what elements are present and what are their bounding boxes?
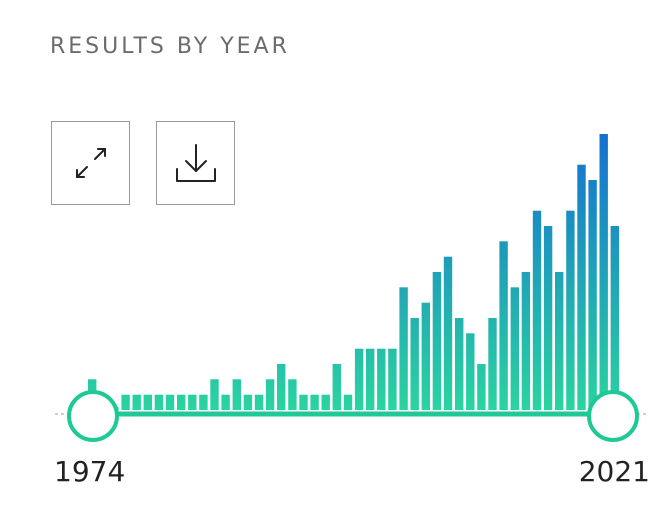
histogram-bar-2005 [432,272,442,410]
expand-icon [75,148,106,178]
histogram-bar-1996 [332,364,341,410]
download-icon [175,144,216,182]
histogram-bar-2020 [599,134,608,410]
histogram-bar-1989 [254,394,264,410]
download-button[interactable] [156,121,235,205]
histogram-bar-1985 [210,379,219,410]
expand-button[interactable] [51,121,130,205]
histogram-bar-1998 [354,348,364,410]
histogram-bar-2012 [510,287,519,410]
histogram-bar-1994 [310,394,319,410]
histogram-bar-2009 [477,364,486,410]
histogram-bar-1987 [232,379,241,410]
histogram-bar-2010 [488,318,497,410]
histogram-bar-2008 [466,333,475,410]
histogram-bar-1991 [277,364,286,410]
histogram-bar-1977 [121,394,130,410]
histogram-bar-1984 [199,394,208,410]
histogram-bar-2021 [610,226,619,410]
histogram-bar-2014 [532,210,542,410]
histogram-bar-1995 [321,394,330,410]
histogram-bar-2019 [588,180,597,410]
histogram-bar-2017 [566,210,575,410]
range-end-handle[interactable] [587,390,639,442]
page-title: RESULTS BY YEAR [50,34,290,59]
histogram-bar-1979 [143,394,152,410]
histogram-bar-1978 [132,394,141,410]
histogram-bar-1999 [366,348,375,410]
histogram-bar-2002 [399,287,408,410]
histogram-bar-1983 [188,394,197,410]
histogram-bar-2001 [388,348,397,410]
range-start-handle[interactable] [67,390,119,442]
histogram-bar-2018 [577,164,586,410]
histogram-bar-1993 [299,394,308,410]
histogram-bar-1981 [165,394,175,410]
histogram-bar-1997 [343,394,353,410]
histogram-bar-2015 [543,226,553,410]
range-end-label: 2021 [578,455,650,488]
histogram-bar-2006 [443,256,453,410]
histogram-bar-1980 [154,394,164,410]
histogram-bar-2004 [421,302,430,410]
histogram-bar-1982 [177,394,186,410]
histogram-bar-2011 [499,241,508,410]
histogram-bar-2016 [555,272,564,410]
histogram-bar-2000 [377,348,386,410]
histogram-bar-1992 [288,379,297,410]
histogram-bar-2007 [455,318,464,410]
range-start-label: 1974 [54,455,126,488]
histogram-bar-2013 [521,272,531,410]
histogram-bar-1988 [243,394,253,410]
histogram-bar-2003 [410,318,419,410]
histogram-bar-1990 [265,379,275,410]
histogram-bar-1986 [221,394,230,410]
